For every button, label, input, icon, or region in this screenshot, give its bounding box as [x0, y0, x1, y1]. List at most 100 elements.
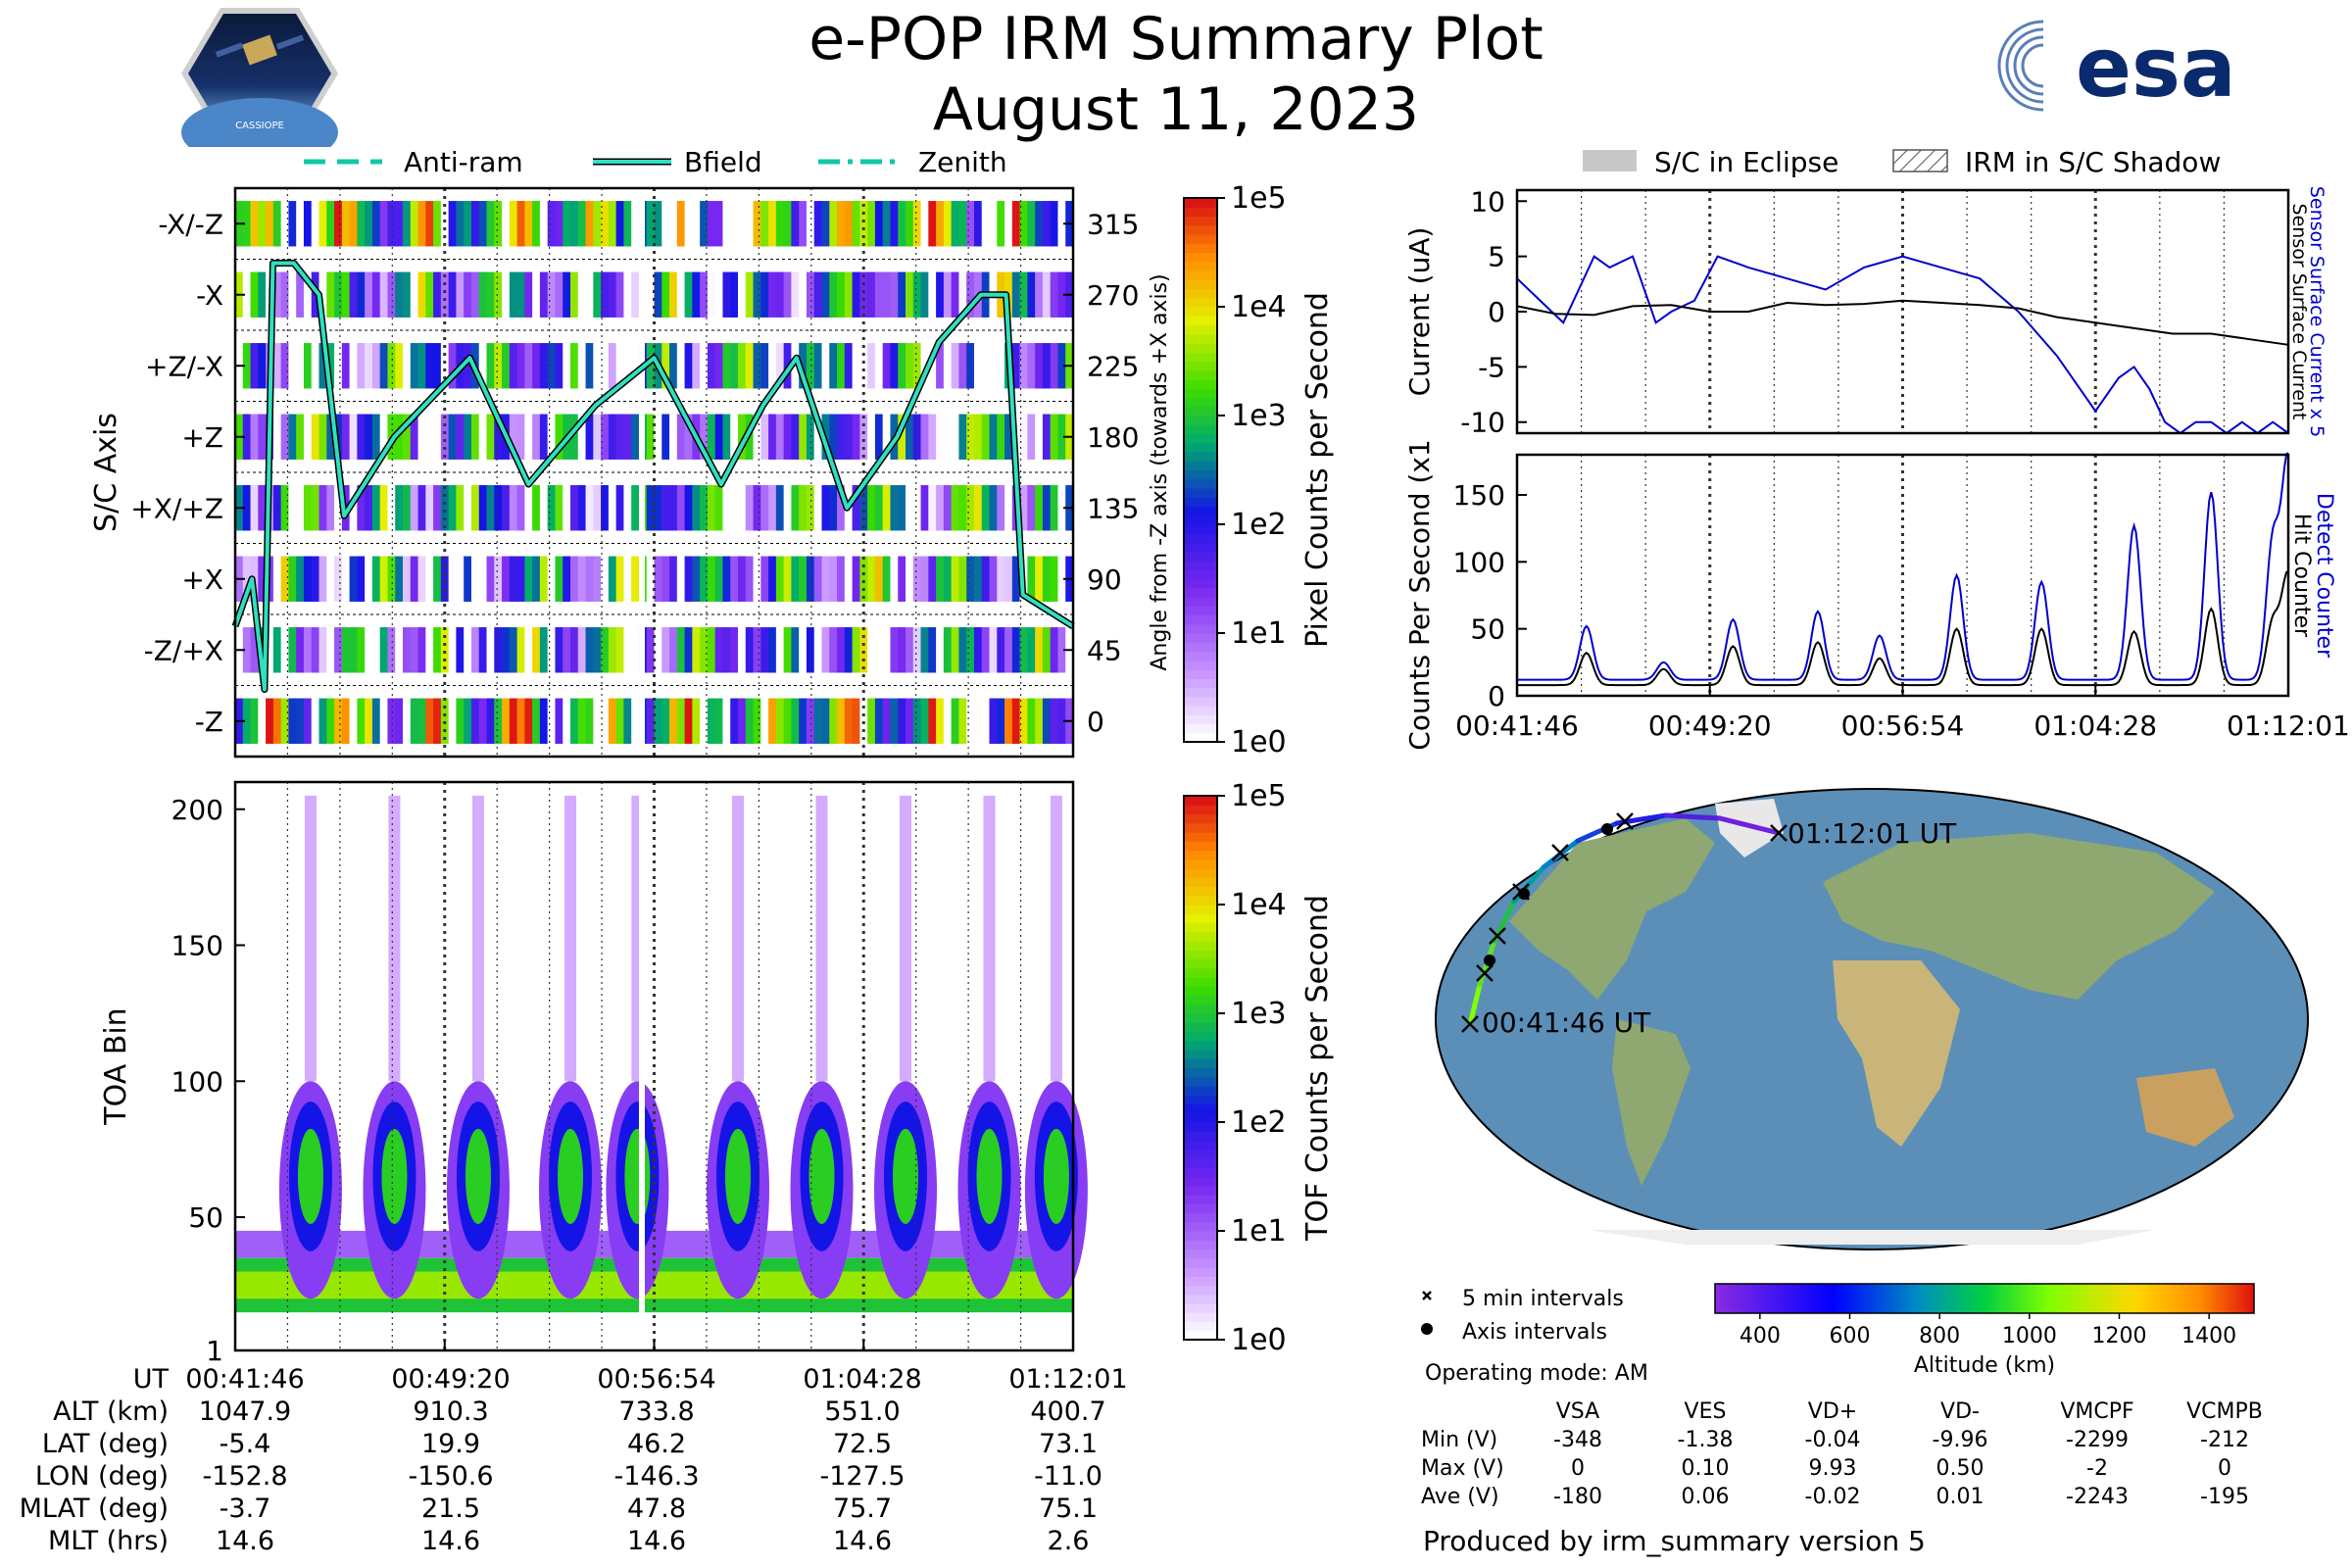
- x-tick-label: 00:41:46: [1455, 710, 1579, 742]
- pixel-cell: [623, 414, 632, 460]
- pixel-cell: [1019, 627, 1029, 673]
- pixel-cell: [890, 627, 900, 673]
- pixel-colorbar-gradient-cell: [1184, 569, 1217, 580]
- time-table-row-label: MLT (hrs): [47, 1526, 169, 1556]
- toa-burst-core: [976, 1128, 1003, 1224]
- pixel-cell: [395, 201, 404, 247]
- pixel-colorbar-gradient-cell: [1184, 614, 1217, 625]
- pixel-cell: [311, 414, 320, 460]
- pixel-cell: [1057, 271, 1067, 318]
- toa-colorbar-gradient-cell: [1184, 1221, 1217, 1232]
- pixel-cell: [951, 414, 960, 460]
- pixel-cell: [516, 414, 526, 460]
- pixel-cell: [707, 414, 716, 460]
- time-table-cell: 75.1: [1038, 1494, 1099, 1524]
- pixel-cell: [440, 343, 450, 389]
- pixel-cell: [410, 698, 419, 744]
- pixel-cell: [1011, 556, 1021, 602]
- legend-shadow: IRM in S/C Shadow: [1965, 146, 2221, 178]
- pixel-cell: [242, 485, 252, 531]
- voltage-header: VES: [1684, 1399, 1727, 1424]
- pixel-cell: [981, 343, 991, 389]
- pixel-cell: [417, 414, 427, 460]
- pixel-cell: [524, 414, 533, 460]
- voltage-cell: 0: [1571, 1456, 1585, 1481]
- voltage-cell: -2243: [2066, 1485, 2129, 1509]
- pixel-cell: [989, 627, 999, 673]
- pixel-cell: [662, 271, 670, 318]
- pixel-cell: [958, 271, 967, 318]
- pixel-cell: [341, 698, 351, 744]
- pixel-cell: [532, 414, 541, 460]
- pixel-cell: [890, 271, 900, 318]
- pixel-cell: [387, 698, 397, 744]
- pixel-colorbar-gradient-cell: [1184, 288, 1217, 299]
- pixel-cell: [829, 271, 838, 318]
- pixel-cell: [570, 343, 579, 389]
- legend-cross-stroke: [1422, 1291, 1432, 1300]
- pixel-cell: [989, 414, 999, 460]
- pixel-cell: [478, 414, 488, 460]
- time-table-row-label: ALT (km): [53, 1396, 169, 1427]
- pixel-cell: [821, 201, 831, 247]
- pixel-cell: [539, 485, 549, 531]
- time-table-row-label: LON (deg): [34, 1461, 169, 1492]
- toa-colorbar-gradient-cell: [1184, 1176, 1217, 1187]
- pixel-cell: [898, 343, 906, 389]
- trajectory-segment: [1717, 815, 1782, 836]
- operating-mode: Operating mode: AM: [1425, 1361, 1648, 1386]
- pixel-cell: [1019, 271, 1029, 318]
- pixel-cell: [676, 556, 686, 602]
- pixel-cell: [1050, 485, 1059, 531]
- pixel-cell: [470, 627, 480, 673]
- pixel-cell: [357, 414, 366, 460]
- pixel-cell: [973, 556, 983, 602]
- pixel-cell: [631, 485, 640, 531]
- pixel-cell: [371, 414, 381, 460]
- pixel-cell: [821, 698, 831, 744]
- pixel-cell: [303, 343, 313, 389]
- toa-colorbar-frame: [1183, 795, 1218, 1341]
- pixel-cell: [532, 627, 541, 673]
- pixel-cell: [532, 201, 541, 247]
- pixel-cell: [997, 485, 1005, 531]
- pixel-cell: [410, 556, 419, 602]
- pixel-cell: [928, 627, 937, 673]
- y-tick-label-right: 135: [1087, 492, 1139, 524]
- pixel-cell: [943, 556, 953, 602]
- pixel-cell: [669, 201, 678, 247]
- pixel-cell: [425, 414, 434, 460]
- pixel-cell: [791, 271, 800, 318]
- pixel-cell: [349, 201, 359, 247]
- toa-colorbar-gradient-cell: [1184, 796, 1217, 806]
- map-legend: 5 min intervals Axis intervals Operating m…: [1421, 1283, 2255, 1386]
- pixel-cell: [272, 556, 282, 602]
- right-label-black: Sensor Surface Current: [2288, 204, 2310, 420]
- pixel-cell: [700, 698, 709, 744]
- pixel-cell: [403, 556, 412, 602]
- pixel-cell: [425, 201, 434, 247]
- pixel-cell: [524, 698, 533, 744]
- pixel-cell: [662, 556, 670, 602]
- pixel-colorbar-gradient-cell: [1184, 424, 1217, 435]
- pixel-cell: [516, 698, 526, 744]
- pixel-cell: [837, 414, 846, 460]
- time-table-cell: 75.7: [832, 1494, 893, 1524]
- pixel-cell: [456, 271, 465, 318]
- pixel-cell: [486, 698, 496, 744]
- pixel-cell: [874, 627, 884, 673]
- pixel-cell: [654, 414, 663, 460]
- axis-interval-dot: [1484, 955, 1495, 966]
- pixel-cell: [555, 414, 564, 460]
- pixel-cell: [258, 271, 267, 318]
- pixel-cell: [654, 485, 663, 531]
- y-tick-label-right: 180: [1087, 421, 1139, 454]
- pixel-cell: [250, 343, 260, 389]
- pixel-cell: [280, 343, 290, 389]
- voltage-cell: 0: [2218, 1456, 2231, 1481]
- pixel-cell: [288, 343, 297, 389]
- pixel-cell: [1042, 485, 1052, 531]
- pixel-cell: [1011, 271, 1021, 318]
- pixel-cell: [601, 556, 610, 602]
- time-table-cell: 2.6: [1047, 1526, 1090, 1556]
